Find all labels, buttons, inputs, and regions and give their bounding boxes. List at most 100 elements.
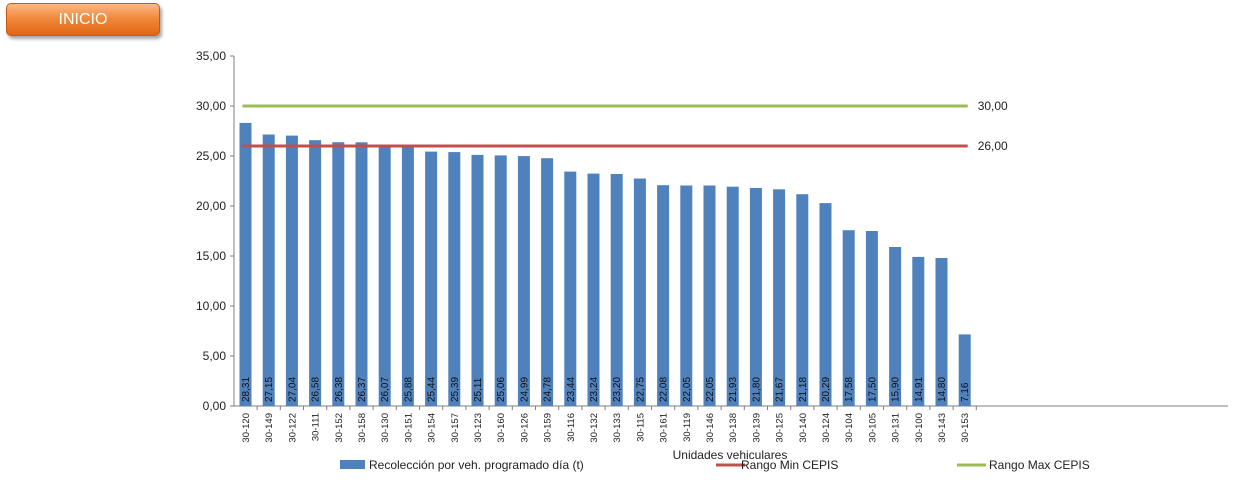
bar [587,173,600,406]
x-tick-label: 30-111 [311,413,322,441]
x-tick-label: 30-126 [519,413,530,443]
bar [726,186,739,406]
bar [773,189,786,406]
data-label: 14,80 [937,377,948,402]
bar [378,145,391,407]
x-tick-label: 30-115 [635,413,646,442]
x-tick-label: 30-116 [566,413,577,442]
data-label: 22,05 [705,377,716,402]
x-tick-label: 30-130 [380,413,391,443]
data-label: 26,37 [357,377,368,402]
bar [680,185,693,406]
data-label: 25,39 [450,377,461,402]
bar [262,134,275,406]
bar [425,151,438,406]
x-tick-label: 30-123 [473,413,484,443]
bar [471,154,484,406]
bar [401,147,414,406]
y-tick-label: 20,00 [196,199,226,213]
data-label: 26,07 [380,377,391,402]
bar [239,122,252,407]
bar [541,158,554,406]
y-tick-label: 30,00 [196,99,226,113]
data-label: 21,67 [775,377,786,402]
data-label: 20,29 [821,377,832,402]
x-tick-label: 30-153 [960,413,971,443]
data-label: 24,99 [519,377,530,402]
bar [958,334,971,406]
y-tick-label: 15,00 [196,249,226,263]
data-label: 17,58 [844,377,855,402]
bar [285,135,298,406]
bar [749,188,762,406]
data-label: 23,20 [612,377,623,402]
data-label: 14,91 [914,377,925,402]
x-tick-label: 30-120 [241,413,252,443]
x-tick-label: 30-133 [612,413,623,443]
x-tick-label: 30-119 [682,413,693,442]
y-tick-label: 35,00 [196,49,226,63]
data-label: 22,08 [659,377,670,402]
data-label: 25,44 [427,377,438,402]
bar [703,185,716,406]
y-tick-label: 10,00 [196,299,226,313]
x-tick-label: 30-100 [914,413,925,443]
data-label: 22,75 [635,377,646,402]
data-label: 27,04 [287,377,298,402]
legend-label: Rango Min CEPIS [741,458,838,472]
x-tick-label: 30-131 [891,413,902,443]
bar [332,142,345,406]
x-tick-label: 30-152 [334,413,345,443]
bar [657,185,670,406]
data-label: 22,05 [682,377,693,402]
bar [355,142,368,407]
x-tick-label: 30-138 [728,413,739,443]
data-label: 17,50 [867,377,878,402]
x-tick-label: 30-140 [798,413,809,443]
data-label: 15,90 [891,377,902,402]
legend-label: Recolección por veh. programado día (t) [369,458,584,472]
data-label: 21,80 [751,377,762,402]
reference-line-label: 26,00 [978,139,1008,153]
inicio-button[interactable]: INICIO [6,3,160,36]
legend-swatch-bars [340,460,365,469]
y-tick-label: 25,00 [196,149,226,163]
reference-line-label: 30,00 [978,99,1008,113]
bar [819,203,832,406]
x-tick-label: 30-151 [403,413,414,443]
bar [633,178,646,406]
data-label: 21,93 [728,377,739,402]
data-label: 27,15 [264,377,275,402]
x-tick-label: 30-104 [844,413,855,443]
x-tick-label: 30-132 [589,413,600,443]
data-label: 25,88 [403,377,414,402]
bar [309,140,322,406]
data-label: 23,44 [566,377,577,402]
data-label: 21,18 [798,377,809,402]
x-tick-label: 30-125 [775,413,786,443]
x-tick-label: 30-122 [287,413,298,443]
x-tick-label: 30-124 [821,413,832,443]
data-label: 28,31 [241,377,252,402]
bar [865,231,878,406]
data-label: 25,06 [496,377,507,402]
x-tick-label: 30-149 [264,413,275,443]
x-tick-label: 30-158 [357,413,368,443]
x-tick-label: 30-143 [937,413,948,443]
bar [564,171,577,406]
bar [912,256,925,406]
data-label: 24,78 [543,377,554,402]
data-label: 25,11 [473,377,484,402]
y-tick-label: 5,00 [203,349,227,363]
data-label: 23,24 [589,377,600,402]
x-tick-label: 30-105 [867,413,878,443]
x-tick-label: 30-146 [705,413,716,443]
bar [610,174,623,406]
y-tick-label: 0,00 [203,399,227,413]
x-tick-label: 30-159 [543,413,554,443]
x-axis-title: Unidades vehiculares [673,448,788,462]
legend: Recolección por veh. programado día (t) R… [340,458,1090,472]
x-tick-label: 30-161 [659,413,670,443]
bar [517,156,530,406]
